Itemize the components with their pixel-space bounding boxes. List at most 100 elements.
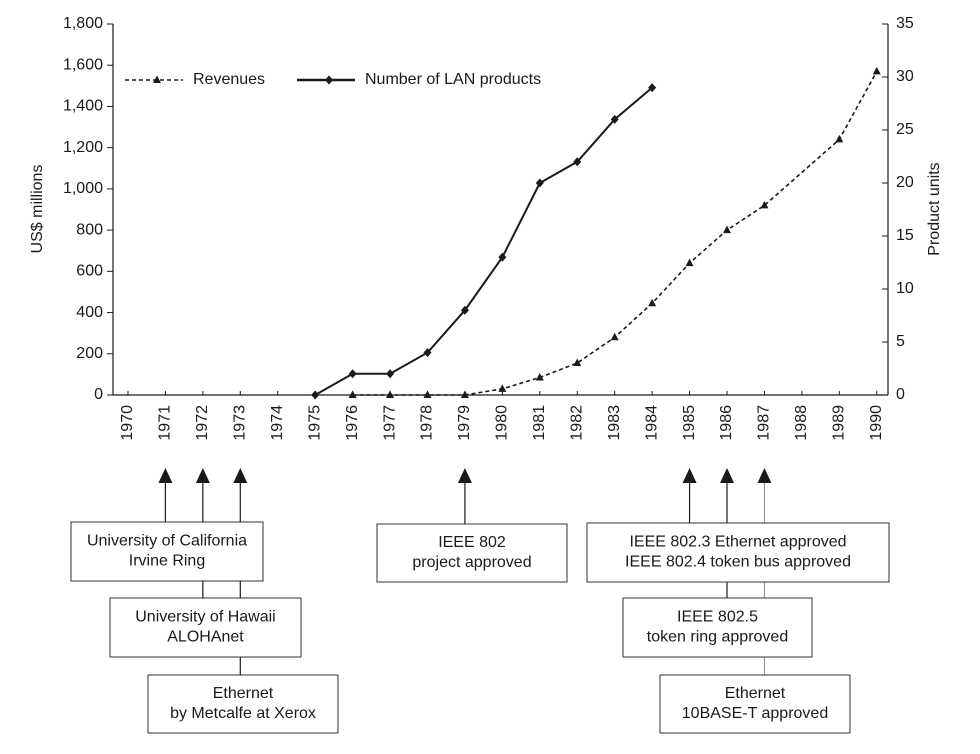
x-tick-label: 1977 <box>381 405 398 441</box>
series-line <box>352 71 878 396</box>
annotation-text: 10BASE-T approved <box>682 705 828 722</box>
y-tick-label: 800 <box>76 221 103 238</box>
y2-tick-label: 25 <box>896 121 914 138</box>
annotation-arrow <box>720 468 735 483</box>
y2-tick-label: 15 <box>896 227 914 244</box>
y-tick-label: 1,400 <box>63 98 103 115</box>
annotation-arrow <box>195 468 210 483</box>
x-tick-label: 1978 <box>419 405 436 441</box>
annotation-box <box>70 521 264 582</box>
x-tick-label: 1972 <box>194 405 211 441</box>
data-point <box>535 178 544 188</box>
x-tick-label: 1979 <box>456 405 473 441</box>
data-point <box>573 358 582 367</box>
annotation-arrow <box>457 468 472 483</box>
data-point <box>348 369 357 379</box>
y-tick-label: 1,600 <box>63 56 103 73</box>
legend-marker <box>153 75 161 83</box>
series-line <box>314 86 653 396</box>
data-point <box>610 332 619 341</box>
x-tick-label: 1988 <box>793 405 810 441</box>
annotation-text: project approved <box>412 554 531 571</box>
y2-tick-label: 35 <box>896 15 914 32</box>
data-point <box>460 390 469 398</box>
data-point <box>348 390 357 398</box>
data-point <box>386 369 395 379</box>
y2-tick-label: 10 <box>896 280 914 297</box>
y-axis-title: US$ millions <box>29 165 46 254</box>
annotation-box <box>147 674 339 734</box>
annotation-arrow <box>233 468 248 483</box>
y-tick-label: 1,000 <box>63 180 103 197</box>
annotation-text: Irvine Ring <box>129 553 205 570</box>
data-point <box>535 372 544 381</box>
y2-tick-label: 5 <box>896 333 905 350</box>
x-tick-label: 1980 <box>494 405 511 441</box>
annotation-text: University of Hawaii <box>135 609 275 626</box>
x-tick-label: 1982 <box>568 405 585 441</box>
x-tick-label: 1970 <box>119 405 136 441</box>
annotation-text: IEEE 802.5 <box>677 609 758 626</box>
x-tick-label: 1985 <box>681 405 698 441</box>
annotation-text: IEEE 802 <box>438 534 506 551</box>
annotation-text: Ethernet <box>213 685 274 702</box>
x-tick-label: 1983 <box>606 405 623 441</box>
annotation-arrow <box>682 468 697 483</box>
legend-marker <box>325 75 333 85</box>
y-tick-label: 400 <box>76 304 103 321</box>
legend-label: Revenues <box>193 71 265 88</box>
annotation-text: University of California <box>87 533 247 550</box>
legend-label: Number of LAN products <box>365 71 541 88</box>
annotation-text: ALOHAnet <box>167 629 244 646</box>
x-tick-label: 1975 <box>306 405 323 441</box>
data-point <box>648 83 657 93</box>
annotation-text: IEEE 802.3 Ethernet approved <box>629 534 846 551</box>
x-tick-label: 1987 <box>756 405 773 441</box>
x-tick-label: 1971 <box>157 405 174 441</box>
annotation-text: token ring approved <box>647 629 788 646</box>
y2-tick-label: 30 <box>896 68 914 85</box>
data-point <box>423 348 432 358</box>
x-tick-label: 1989 <box>831 405 848 441</box>
x-tick-label: 1976 <box>344 405 361 441</box>
data-point <box>760 200 769 209</box>
data-point <box>872 66 881 75</box>
x-tick-label: 1981 <box>531 405 548 441</box>
annotation-arrow <box>158 468 173 483</box>
y2-axis-title: Product units <box>926 162 943 255</box>
x-tick-label: 1974 <box>269 405 286 441</box>
annotation-box <box>109 597 302 658</box>
y2-tick-label: 0 <box>896 386 905 403</box>
data-point <box>573 157 582 167</box>
data-point <box>685 258 694 267</box>
annotation-text: by Metcalfe at Xerox <box>170 705 316 722</box>
annotation-text: IEEE 802.4 token bus approved <box>625 554 851 571</box>
y-tick-label: 1,200 <box>63 139 103 156</box>
annotation-box <box>659 674 851 734</box>
x-tick-label: 1973 <box>232 405 249 441</box>
data-point <box>311 390 320 400</box>
x-tick-label: 1984 <box>643 405 660 441</box>
y2-tick-label: 20 <box>896 174 914 191</box>
annotation-box <box>586 522 890 583</box>
y-tick-label: 600 <box>76 263 103 280</box>
data-point <box>648 298 657 307</box>
data-point <box>498 252 507 262</box>
annotation-box <box>376 523 568 583</box>
y-tick-label: 1,800 <box>63 15 103 32</box>
data-point <box>835 134 844 143</box>
data-point <box>386 390 395 398</box>
x-tick-label: 1990 <box>868 405 885 441</box>
y-tick-label: 200 <box>76 345 103 362</box>
x-tick-label: 1986 <box>718 405 735 441</box>
annotation-box <box>622 597 813 658</box>
data-point <box>423 390 432 398</box>
data-point <box>610 114 619 124</box>
data-point <box>723 225 732 234</box>
y-tick-label: 0 <box>94 386 103 403</box>
annotation-text: Ethernet <box>725 685 786 702</box>
data-point <box>498 384 507 392</box>
data-point <box>460 305 469 315</box>
annotation-arrow <box>757 468 772 483</box>
